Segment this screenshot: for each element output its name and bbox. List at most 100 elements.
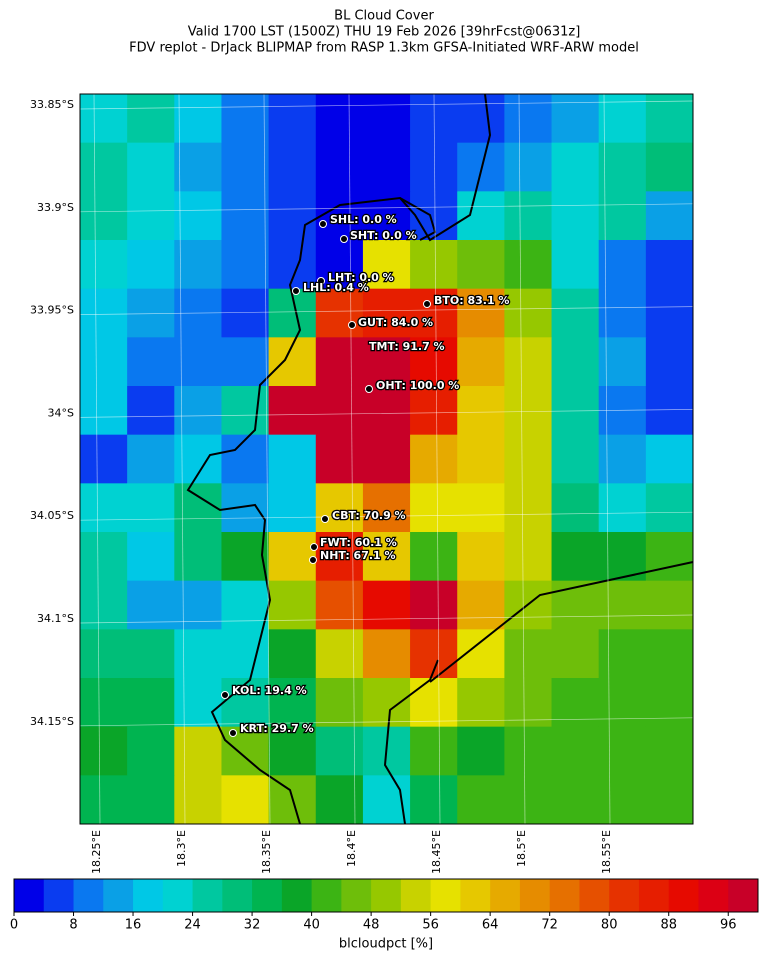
colorbar-tick-label: 24 bbox=[184, 918, 201, 933]
graticule bbox=[93, 93, 101, 825]
cell bbox=[504, 288, 553, 338]
cell bbox=[645, 191, 694, 241]
cell bbox=[598, 434, 647, 484]
station-dot bbox=[292, 287, 300, 295]
graticule bbox=[79, 203, 694, 213]
cell bbox=[268, 386, 317, 436]
colorbar-tick-label: 56 bbox=[422, 918, 439, 933]
cell bbox=[410, 288, 458, 338]
colorbar-swatch bbox=[460, 879, 491, 912]
colorbar-swatch bbox=[162, 879, 194, 912]
cell bbox=[80, 483, 128, 533]
coastline bbox=[186, 93, 492, 825]
cell bbox=[645, 288, 694, 338]
cell bbox=[504, 775, 553, 825]
cell bbox=[315, 386, 364, 436]
cell bbox=[362, 142, 411, 192]
lon-label: 18.25°E bbox=[90, 830, 103, 874]
cell bbox=[645, 775, 694, 825]
cell bbox=[551, 775, 600, 825]
cell bbox=[127, 532, 175, 582]
cell bbox=[410, 240, 458, 290]
cell bbox=[221, 94, 270, 144]
cell bbox=[315, 142, 364, 192]
colorbar-tick-label: 0 bbox=[10, 918, 18, 933]
cell bbox=[268, 678, 317, 728]
cell bbox=[410, 726, 458, 776]
cell bbox=[551, 142, 600, 192]
cell bbox=[268, 580, 317, 630]
cell bbox=[315, 629, 364, 679]
cell bbox=[645, 434, 694, 484]
cell bbox=[457, 775, 505, 825]
graticule bbox=[79, 409, 694, 418]
cell bbox=[221, 775, 270, 825]
lon-label: 18.55°E bbox=[600, 830, 613, 874]
map-frame bbox=[79, 93, 694, 825]
cell bbox=[504, 337, 553, 387]
cell bbox=[598, 580, 647, 630]
cell bbox=[221, 580, 270, 630]
cell bbox=[504, 726, 553, 776]
cell bbox=[221, 434, 270, 484]
graticule bbox=[263, 93, 271, 825]
cell bbox=[457, 337, 505, 387]
cell bbox=[645, 629, 694, 679]
cell bbox=[504, 191, 553, 241]
cell bbox=[551, 337, 600, 387]
graticule bbox=[178, 93, 186, 825]
cell bbox=[221, 142, 270, 192]
cell bbox=[410, 434, 458, 484]
colorbar-swatch bbox=[14, 879, 45, 912]
cell bbox=[645, 386, 694, 436]
cell bbox=[315, 191, 364, 241]
cell bbox=[315, 483, 364, 533]
colorbar-tick-label: 16 bbox=[125, 918, 142, 933]
colorbar-tick-label: 48 bbox=[363, 918, 380, 933]
cell bbox=[598, 678, 647, 728]
cell bbox=[457, 240, 505, 290]
colorbar-swatch bbox=[281, 879, 313, 912]
cell bbox=[127, 240, 175, 290]
cell bbox=[410, 775, 458, 825]
cell bbox=[221, 337, 270, 387]
cell bbox=[221, 288, 270, 338]
colorbar-tick-label: 88 bbox=[660, 918, 677, 933]
cell bbox=[551, 434, 600, 484]
colorbar-swatch bbox=[400, 879, 432, 912]
graticule bbox=[79, 100, 694, 110]
cell bbox=[127, 629, 175, 679]
cell bbox=[221, 191, 270, 241]
lon-label: 18.5°E bbox=[515, 830, 528, 867]
cell bbox=[80, 532, 128, 582]
graticule bbox=[603, 93, 611, 825]
cell bbox=[645, 532, 694, 582]
cell bbox=[127, 775, 175, 825]
cell bbox=[80, 629, 128, 679]
station-dot bbox=[309, 556, 317, 564]
station-dot bbox=[317, 277, 325, 285]
cell bbox=[504, 94, 553, 144]
cell bbox=[362, 678, 411, 728]
cell bbox=[362, 775, 411, 825]
colorbar-frame bbox=[13, 878, 759, 913]
cell bbox=[457, 580, 505, 630]
station-dot bbox=[365, 385, 373, 393]
lat-label: 34.05°S bbox=[30, 509, 74, 522]
station-label: SHL: 0.0 % bbox=[330, 213, 397, 226]
cell bbox=[457, 386, 505, 436]
cell bbox=[80, 434, 128, 484]
cell bbox=[457, 532, 505, 582]
cell bbox=[362, 629, 411, 679]
station-dot bbox=[423, 300, 431, 308]
cell bbox=[174, 532, 222, 582]
cell bbox=[410, 678, 458, 728]
cell bbox=[362, 580, 411, 630]
colorbar-swatch bbox=[519, 879, 551, 912]
cell bbox=[174, 678, 222, 728]
cell bbox=[551, 483, 600, 533]
cell bbox=[551, 240, 600, 290]
station-label: TMT: 91.7 % bbox=[369, 340, 445, 353]
cell bbox=[315, 775, 364, 825]
station-dot bbox=[348, 321, 356, 329]
